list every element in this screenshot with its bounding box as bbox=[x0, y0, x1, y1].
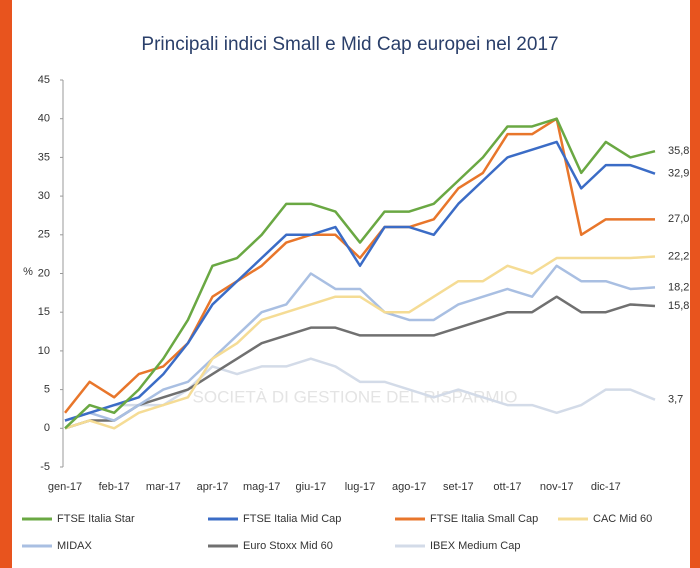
legend-label: Euro Stoxx Mid 60 bbox=[243, 540, 333, 552]
x-tick-label: mar-17 bbox=[146, 481, 181, 493]
legend-label: FTSE Italia Small Cap bbox=[430, 513, 538, 525]
y-tick-label: 45 bbox=[38, 74, 50, 86]
y-tick-label: 20 bbox=[38, 267, 50, 279]
y-tick-label: 40 bbox=[38, 113, 50, 125]
y-tick-label: -5 bbox=[40, 461, 50, 473]
legend-label: CAC Mid 60 bbox=[593, 513, 652, 525]
x-tick-label: lug-17 bbox=[345, 481, 376, 493]
x-tick-label: ott-17 bbox=[493, 481, 521, 493]
y-tick-label: 15 bbox=[38, 306, 50, 318]
y-tick-label: 30 bbox=[38, 190, 50, 202]
end-label: 15,8 bbox=[668, 300, 689, 312]
watermark: SOCIETÀ DI GESTIONE DEL RISPARMIO bbox=[193, 387, 518, 406]
line bbox=[64, 295, 656, 430]
legend-label: MIDAX bbox=[57, 540, 93, 552]
end-label: 3,7 bbox=[668, 394, 683, 406]
panel bbox=[12, 0, 690, 568]
legend-label: IBEX Medium Cap bbox=[430, 540, 520, 552]
x-tick-label: ago-17 bbox=[392, 481, 426, 493]
end-label: 22,2 bbox=[668, 250, 689, 262]
y-tick-label: 25 bbox=[38, 229, 50, 241]
chart-title: Principali indici Small e Mid Cap europe… bbox=[141, 34, 558, 55]
y-tick-label: 10 bbox=[38, 345, 50, 357]
x-tick-label: set-17 bbox=[443, 481, 474, 493]
x-tick-label: giu-17 bbox=[296, 481, 327, 493]
y-tick-label: 35 bbox=[38, 151, 50, 163]
end-label: 32,9 bbox=[668, 168, 689, 180]
y-axis-label: % bbox=[23, 266, 33, 278]
x-tick-label: gen-17 bbox=[48, 481, 82, 493]
line bbox=[64, 264, 656, 422]
end-label: 18,2 bbox=[668, 281, 689, 293]
x-tick-label: mag-17 bbox=[243, 481, 280, 493]
legend-label: FTSE Italia Mid Cap bbox=[243, 513, 341, 525]
x-tick-label: feb-17 bbox=[99, 481, 130, 493]
x-tick-label: nov-17 bbox=[540, 481, 574, 493]
line bbox=[64, 117, 656, 430]
end-label: 27,0 bbox=[668, 213, 689, 225]
line bbox=[64, 255, 656, 430]
legend-label: FTSE Italia Star bbox=[57, 513, 135, 525]
y-tick-label: 5 bbox=[44, 384, 50, 396]
end-label: 35,8 bbox=[668, 145, 689, 157]
y-tick-label: 0 bbox=[44, 422, 50, 434]
x-tick-label: dic-17 bbox=[591, 481, 621, 493]
x-tick-label: apr-17 bbox=[197, 481, 229, 493]
line bbox=[64, 140, 656, 422]
